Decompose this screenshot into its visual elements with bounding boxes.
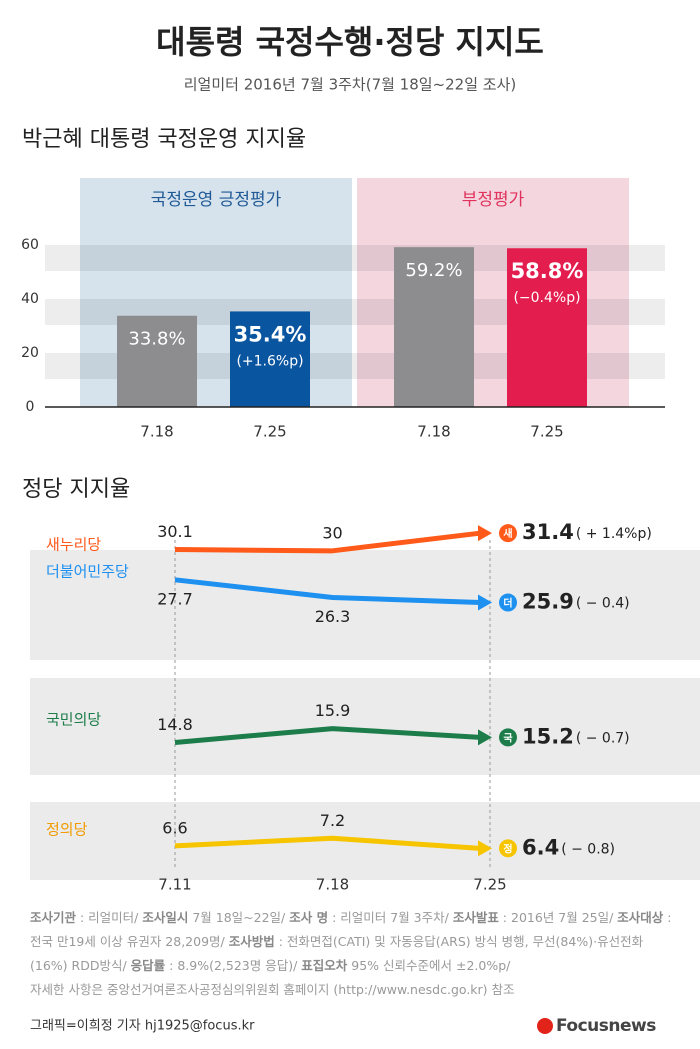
badge-label: 국 <box>503 732 512 744</box>
x-tick-label: 7.18 <box>417 423 450 441</box>
note-reference: 자세한 사항은 중앙선거여론조사공정심의위원회 홈페이지 (http://www… <box>30 982 515 997</box>
series-line <box>174 577 481 606</box>
logo-icon <box>537 1018 553 1034</box>
value-label: 7.2 <box>320 811 345 830</box>
x-tick-label: 7.18 <box>316 876 349 894</box>
section-title: 정당 지지율 <box>22 477 130 502</box>
note-paragraph: 조사기관 : 리얼미터/ 조사일시 7월 18일~22일/ 조사 명 : 리얼미… <box>30 906 678 978</box>
legend-label: 새누리당 <box>46 536 101 554</box>
end-value-label: 6.4 <box>522 835 559 859</box>
note-text: : 2016년 7월 25일/ <box>498 910 618 925</box>
y-tick-label: 60 <box>21 237 39 253</box>
value-label: 6.6 <box>162 818 187 837</box>
note-label: 조사방법 <box>228 934 275 949</box>
value-label: 15.9 <box>315 701 351 720</box>
badge <box>499 728 517 747</box>
series-line <box>174 530 481 554</box>
group-label: 부정평가 <box>462 190 525 210</box>
note-label: 표집오차 <box>301 958 348 973</box>
change-label: ( − 0.7) <box>576 730 630 746</box>
bar <box>230 311 310 407</box>
arrowhead <box>478 594 492 611</box>
x-tick-label: 7.25 <box>473 876 506 894</box>
change-label: (+1.6%p) <box>236 353 303 369</box>
x-tick-label: 7.11 <box>158 876 191 894</box>
arrowhead <box>478 729 492 746</box>
value-label: 30.1 <box>157 522 193 541</box>
arrowhead <box>478 840 492 857</box>
y-tick-label: 0 <box>26 399 35 415</box>
bar <box>117 315 197 407</box>
badge-label: 새 <box>503 527 512 540</box>
value-label: 33.8% <box>128 329 185 350</box>
x-tick-label: 7.18 <box>140 423 173 441</box>
note-label: 응답률 <box>130 958 166 973</box>
arrowhead <box>478 525 492 542</box>
badge <box>499 839 517 858</box>
badge <box>499 524 517 543</box>
band <box>30 550 700 660</box>
note-label: 조사기관 <box>30 910 77 925</box>
end-value-label: 25.9 <box>522 590 574 614</box>
bar <box>394 247 474 407</box>
change-label: ( + 1.4%p) <box>576 526 652 542</box>
badge-label: 더 <box>503 597 512 610</box>
logo: Focusnews <box>556 1016 656 1036</box>
section-title: 박근혜 대통령 국정운영 지지율 <box>22 127 306 152</box>
note-label: 조사발표 <box>452 910 499 925</box>
change-label: (−0.4%p) <box>513 290 580 306</box>
legend-label: 정의당 <box>46 821 88 839</box>
change-label: ( − 0.8) <box>561 841 615 857</box>
end-value-label: 15.2 <box>522 724 574 748</box>
note-label: 조사 명 <box>289 910 329 925</box>
legend-label: 국민의당 <box>46 711 101 729</box>
x-tick-label: 7.25 <box>530 423 563 441</box>
value-label: 26.3 <box>315 607 351 626</box>
value-label: 58.8% <box>511 259 584 283</box>
note-text: 7월 18일~22일/ <box>188 910 290 925</box>
credit: 그래픽=이희정 기자 hj1925@focus.kr <box>30 1019 255 1034</box>
value-label: 14.8 <box>157 715 193 734</box>
series-line <box>174 726 481 745</box>
note-text: 95% 신뢰수준에서 ±2.0%p/ <box>347 958 511 973</box>
note-text: : 리얼미터 7월 3주차/ <box>328 910 453 925</box>
note-label: 조사일시 <box>142 910 189 925</box>
value-label: 27.7 <box>157 589 193 608</box>
subtitle: 리얼미터 2016년 7월 3주차(7월 18일~22일 조사) <box>184 76 517 94</box>
y-tick-label: 40 <box>21 291 39 307</box>
series-line <box>174 835 481 851</box>
value-label: 35.4% <box>234 322 307 346</box>
note-text: : 전국 만19세 이상 유권자 28,209명/ <box>30 910 672 949</box>
group-label: 국정운영 긍정평가 <box>151 190 282 210</box>
y-tick-label: 20 <box>21 345 39 361</box>
note-text: : 전화면접(CATI) 및 자동응답(ARS) 방식 병행, 무선(84%)·… <box>30 934 644 973</box>
legend-label: 더불어민주당 <box>46 563 129 581</box>
x-tick-label: 7.25 <box>253 423 286 441</box>
badge-label: 정 <box>503 842 512 855</box>
end-value-label: 31.4 <box>522 520 574 544</box>
note-text: : 8.9%(2,523명 응답)/ <box>165 958 302 973</box>
bar <box>507 248 587 407</box>
notes: 조사기관 : 리얼미터/ 조사일시 7월 18일~22일/ 조사 명 : 리얼미… <box>30 906 678 1002</box>
note-label: 조사대상 <box>617 910 664 925</box>
value-label: 59.2% <box>405 260 462 281</box>
badge <box>499 593 517 612</box>
title: 대통령 국정수행·정당 지지도 <box>156 23 544 61</box>
band <box>30 678 700 775</box>
change-label: ( − 0.4) <box>576 596 630 612</box>
value-label: 30 <box>322 523 342 542</box>
note-text: : 리얼미터/ <box>76 910 143 925</box>
